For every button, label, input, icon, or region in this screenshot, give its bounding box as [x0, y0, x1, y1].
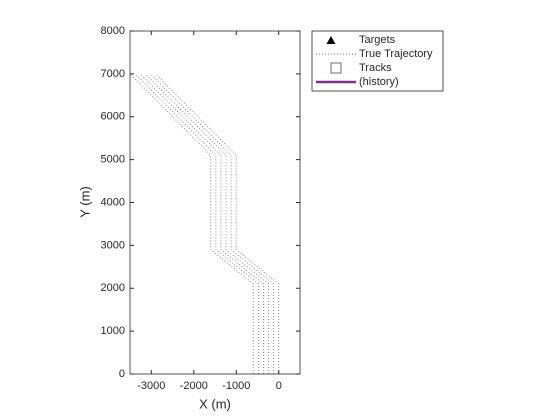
y-tick-label: 8000	[101, 25, 125, 37]
trajectory-line	[150, 73, 275, 374]
trajectory-line	[129, 73, 254, 374]
legend-label: Tracks	[359, 62, 392, 74]
y-tick-label: 2000	[101, 282, 125, 294]
trajectory-line	[145, 73, 269, 374]
y-tick-label: 6000	[101, 111, 125, 123]
y-tick-label: 0	[119, 368, 125, 380]
trajectory-line	[134, 73, 259, 374]
x-tick-label: -1000	[222, 380, 250, 392]
y-tick-label: 1000	[101, 325, 125, 337]
y-axis-label: Y (m)	[77, 186, 92, 218]
y-tick-label: 7000	[101, 68, 125, 80]
legend-label: Targets	[359, 34, 396, 46]
x-axis-label: X (m)	[199, 396, 231, 411]
y-tick-label: 5000	[101, 154, 125, 166]
legend: Targets True Trajectory Tracks (history)	[316, 34, 433, 88]
y-tick-label: 4000	[101, 196, 125, 208]
y-tick-label: 3000	[101, 239, 125, 251]
legend-label: True Trajectory	[359, 48, 433, 60]
x-tick-label: 0	[276, 380, 282, 392]
trajectory-line	[155, 73, 280, 374]
legend-label: (history)	[359, 76, 399, 88]
plot-area	[130, 31, 300, 374]
legend-symbol	[326, 36, 336, 44]
trajectory-line	[139, 73, 264, 374]
legend-symbol	[330, 62, 342, 74]
plot	[129, 73, 280, 374]
x-tick-label: -3000	[137, 380, 165, 392]
x-tick-label: -2000	[180, 380, 208, 392]
